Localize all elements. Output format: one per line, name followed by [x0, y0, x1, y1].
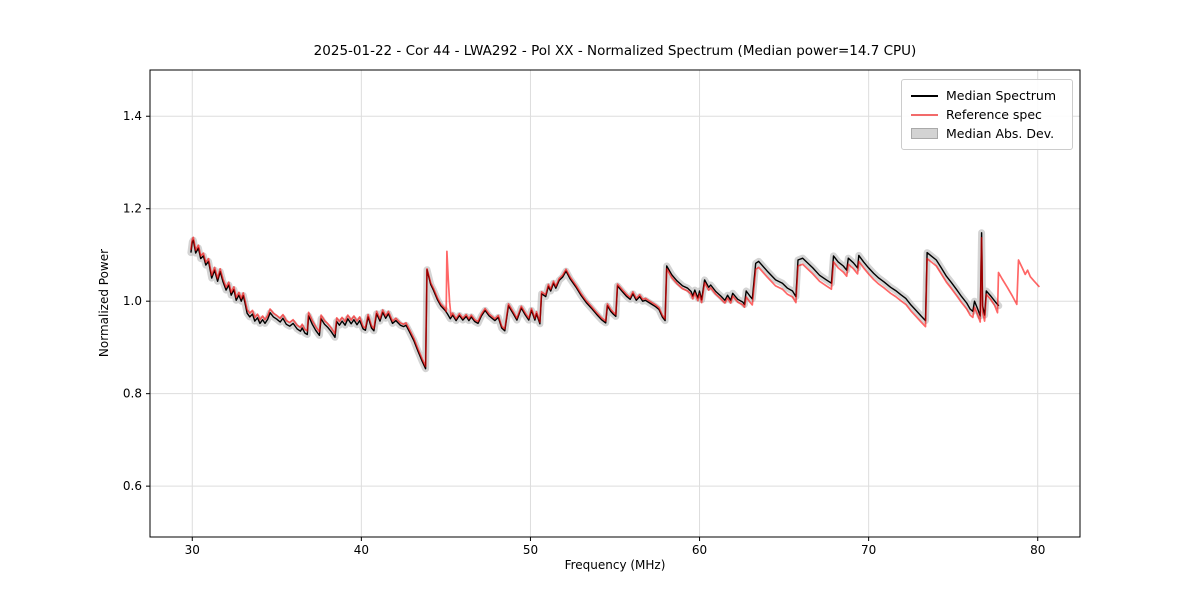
legend-label: Reference spec [946, 107, 1042, 122]
legend-item-reference-spec: Reference spec [911, 105, 1062, 124]
x-axis-label: Frequency (MHz) [564, 558, 666, 572]
y-tick-label-1.2: 1.2 [123, 202, 142, 216]
legend-label: Median Spectrum [946, 88, 1057, 103]
plot-border [149, 69, 1081, 538]
x-tick-label-50: 50 [523, 543, 538, 557]
y-axis-label: Normalized Power [97, 248, 111, 358]
x-tick-label-30: 30 [185, 543, 200, 557]
x-tick-label-70: 70 [861, 543, 876, 557]
reference-spec-line-swatch [911, 113, 938, 116]
y-tick-label-0.8: 0.8 [123, 387, 142, 401]
legend-item-median-spectrum: Median Spectrum [911, 86, 1062, 105]
legend-label: Median Abs. Dev. [946, 126, 1055, 141]
y-tick-label-1: 1.0 [123, 294, 142, 308]
series-line-reference-spec [190, 236, 1041, 368]
legend: Median Spectrum Reference spec Median Ab… [901, 79, 1073, 150]
x-tick-label-40: 40 [354, 543, 369, 557]
y-tick-label-0.6: 0.6 [123, 479, 142, 493]
y-tick-label-1.4: 1.4 [123, 109, 142, 123]
x-tick-label-80: 80 [1030, 543, 1045, 557]
chart-title: 2025-01-22 - Cor 44 - LWA292 - Pol XX - … [313, 43, 917, 59]
legend-item-median-abs-dev: Median Abs. Dev. [911, 124, 1062, 143]
median-abs-dev-patch-swatch [911, 128, 938, 139]
x-tick-label-60: 60 [692, 543, 707, 557]
median-spectrum-line-swatch [911, 94, 938, 97]
